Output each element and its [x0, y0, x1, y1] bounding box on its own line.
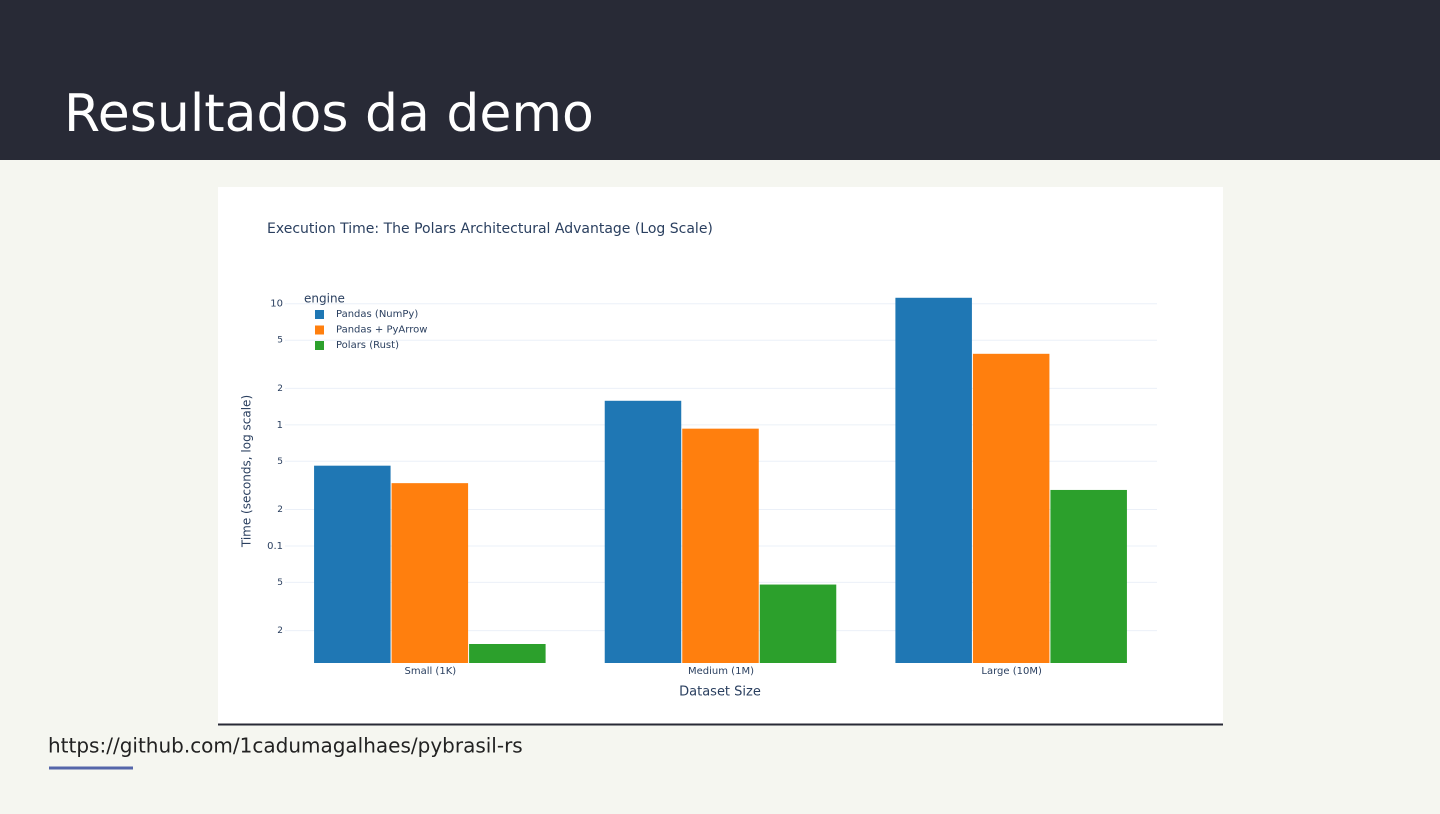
- bar: [314, 465, 391, 663]
- link-text[interactable]: https://github.com/1cadumagalhaes/pybras…: [48, 734, 523, 758]
- y-tick-label: 10: [270, 299, 283, 310]
- legend-label: Pandas + PyArrow: [336, 325, 427, 336]
- bar: [682, 428, 759, 663]
- legend-title: engine: [304, 292, 345, 306]
- y-tick-label: 5: [277, 336, 283, 346]
- y-axis-title: Time (seconds, log scale): [240, 395, 254, 548]
- legend-label: Pandas (NumPy): [336, 309, 418, 320]
- y-tick-label: 2: [277, 505, 283, 515]
- bar: [759, 584, 837, 663]
- y-tick-label: 2: [277, 626, 283, 636]
- y-tick-label: 5: [277, 578, 283, 588]
- bar: [972, 353, 1050, 663]
- y-tick-label: 2: [277, 384, 283, 394]
- bar: [1050, 489, 1127, 663]
- slide-title: Resultados da demo: [64, 84, 594, 144]
- bar: [391, 483, 469, 663]
- x-tick-label: Large (10M): [981, 666, 1042, 677]
- legend-swatch: [315, 325, 324, 335]
- y-tick-label: 5: [277, 457, 283, 467]
- legend-swatch: [315, 341, 324, 350]
- x-tick-label: Small (1K): [404, 666, 456, 677]
- header-bar: [0, 0, 1440, 160]
- chart-title: Execution Time: The Polars Architectural…: [267, 221, 713, 237]
- bar: [469, 643, 546, 663]
- x-axis-title: Dataset Size: [679, 685, 761, 700]
- y-tick-label: 1: [277, 420, 283, 431]
- legend-label: Polars (Rust): [336, 340, 399, 351]
- bar: [604, 400, 682, 663]
- y-tick-label: 0.1: [267, 541, 283, 552]
- legend-swatch: [315, 310, 324, 319]
- x-tick-label: Medium (1M): [688, 666, 754, 677]
- bar: [895, 297, 972, 663]
